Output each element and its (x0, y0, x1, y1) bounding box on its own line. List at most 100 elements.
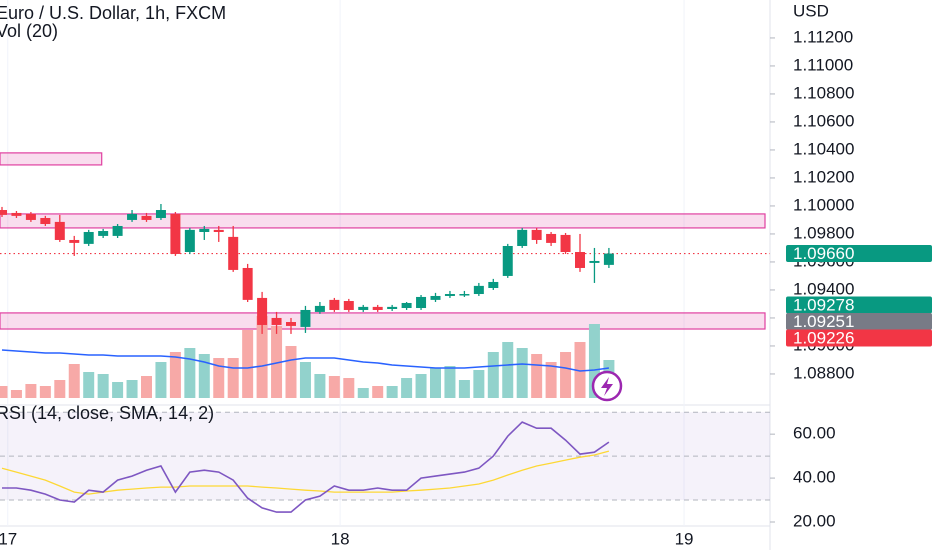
volume-ma-line (1, 349, 610, 372)
volume-bar (415, 374, 427, 398)
volume-bar (0, 386, 8, 398)
volume-bar (25, 384, 37, 398)
y-tick-label: 1.11200 (793, 27, 853, 46)
candle-body (546, 233, 557, 243)
x-tick-label: 17 (0, 529, 17, 548)
price-label: 1.09660 (793, 244, 854, 263)
volume-bar (285, 346, 297, 398)
candle-body (459, 294, 470, 296)
volume-bar (213, 358, 225, 398)
candle-body (69, 239, 80, 243)
y-tick-label: 1.09400 (793, 279, 854, 298)
price-zone (0, 213, 766, 229)
volume-bar (372, 386, 384, 398)
candle-body (0, 210, 7, 215)
candle-body (314, 305, 325, 312)
candle-body (387, 306, 398, 309)
candle-body (444, 294, 455, 296)
price-label-box (786, 313, 932, 331)
candle-body (560, 234, 571, 253)
candle-body (343, 301, 354, 310)
candle-body (329, 299, 340, 310)
volume-bar (227, 358, 239, 398)
volume-bar (126, 380, 138, 398)
price-zone (0, 312, 766, 330)
volume-bar (169, 352, 181, 398)
rsi-tick-label: 60.00 (793, 424, 836, 443)
y-tick-label: 1.08800 (793, 363, 854, 382)
candle-body (112, 225, 123, 236)
candle-body (170, 213, 181, 254)
candle-body (430, 295, 441, 300)
price-label-box (786, 296, 932, 314)
volume-bar (588, 324, 600, 398)
x-tick-label: 18 (331, 529, 350, 548)
candle-body (502, 245, 513, 276)
candle-body (155, 210, 166, 218)
candle-body (300, 309, 311, 327)
y-tick-label: 1.10600 (793, 111, 854, 130)
candle-body (40, 217, 51, 225)
price-label: 1.09251 (793, 312, 854, 331)
volume-bar (112, 382, 124, 398)
volume-bar (458, 380, 470, 398)
candle-body (589, 260, 600, 263)
candle-body (488, 281, 499, 288)
candle-body (531, 229, 542, 240)
volume-bar (430, 368, 441, 398)
currency-label: USD (793, 1, 829, 20)
candle-body (25, 213, 36, 220)
volume-bar (141, 376, 152, 398)
y-tick-label: 1.10000 (793, 195, 854, 214)
volume-bar (97, 374, 109, 398)
volume-title: Vol (20) (0, 21, 58, 41)
y-tick-label: 1.11000 (793, 55, 853, 74)
volume-bar (10, 390, 22, 398)
candle-body (83, 231, 94, 244)
volume-bar (299, 362, 311, 398)
volume-bar (574, 342, 586, 398)
candle-body (416, 296, 427, 309)
volume-bar (155, 362, 167, 398)
volume-bar (401, 378, 413, 398)
candle-body (372, 306, 383, 310)
candle-body (199, 228, 210, 232)
volume-bar (386, 386, 398, 398)
x-tick-label: 19 (675, 529, 694, 548)
candle-body (286, 322, 296, 326)
candle-body (213, 229, 224, 232)
volume-bar (39, 386, 51, 398)
volume-bar (83, 372, 95, 398)
candle-body (98, 231, 109, 236)
price-label-box (786, 245, 932, 263)
price-label: 1.09278 (793, 296, 854, 315)
volume-bar (343, 378, 355, 398)
volume-bar (198, 354, 210, 398)
candle-body (11, 212, 22, 216)
candle-body (271, 317, 282, 325)
volume-bar (502, 342, 514, 398)
volume-bar (516, 348, 528, 398)
volume-bar (54, 380, 66, 398)
volume-bar (357, 388, 369, 398)
candle-body (401, 302, 412, 309)
candle-body (242, 267, 253, 300)
y-tick-label: 1.09800 (793, 223, 854, 242)
volume-bar (487, 352, 499, 398)
volume-bar (68, 364, 80, 398)
candle-body (575, 252, 585, 268)
rsi-line (2, 421, 610, 513)
y-tick-label: 1.10800 (793, 83, 854, 102)
volume-bar (314, 374, 326, 398)
rsi-band-fill (0, 412, 770, 501)
lightning-icon (591, 370, 623, 402)
chart-title: Euro / U.S. Dollar, 1h, FXCM (0, 3, 226, 23)
volume-bar (184, 348, 196, 398)
candle-body (54, 221, 65, 240)
rsi-tick-label: 40.00 (793, 468, 836, 487)
volume-bar (271, 326, 283, 398)
candle-body (358, 306, 369, 310)
price-label-box (786, 329, 932, 347)
volume-bar (242, 330, 254, 398)
